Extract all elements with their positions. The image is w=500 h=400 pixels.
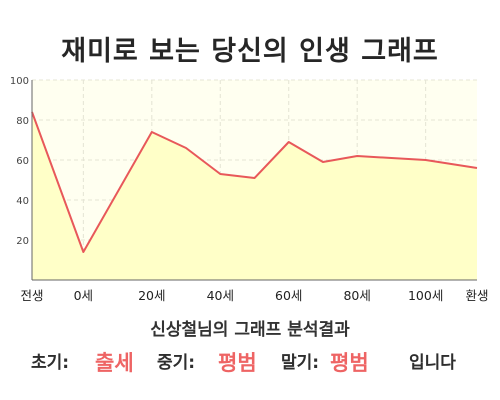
early-stage-value: 출세 (95, 346, 134, 380)
late-stage-label: 말기: (281, 346, 319, 380)
x-tick-label: 60세 (275, 288, 302, 303)
x-tick-label: 80세 (343, 288, 370, 303)
x-tick-label: 환생 (465, 288, 488, 303)
life-graph-chart: 20 40 60 80 100 전생 0세 20세 40세 60세 80세 100세 환생 (0, 0, 500, 310)
x-tick-label: 0세 (74, 288, 93, 303)
middle-stage-label: 중기: (157, 346, 195, 380)
x-tick-label: 전생 (20, 288, 43, 303)
result-summary: 초기: 출세 중기: 평범 말기: 평범 입니다 (0, 346, 500, 380)
y-tick-label: 80 (16, 116, 29, 127)
y-tick-label: 60 (16, 156, 29, 167)
result-heading: 신상철님의 그래프 분석결과 (0, 318, 500, 342)
x-axis-ticks: 전생 0세 20세 40세 60세 80세 100세 환생 (20, 288, 488, 303)
early-stage-label: 초기: (31, 346, 69, 380)
y-tick-label: 20 (16, 236, 29, 247)
y-tick-label: 40 (16, 196, 29, 207)
result-suffix: 입니다 (409, 346, 456, 380)
y-axis-ticks: 20 40 60 80 100 (10, 76, 29, 247)
x-tick-label: 40세 (207, 288, 234, 303)
late-stage-value: 평범 (330, 346, 369, 380)
y-tick-label: 100 (10, 76, 29, 87)
x-tick-label: 20세 (138, 288, 165, 303)
middle-stage-value: 평범 (218, 346, 257, 380)
x-tick-label: 100세 (408, 288, 443, 303)
